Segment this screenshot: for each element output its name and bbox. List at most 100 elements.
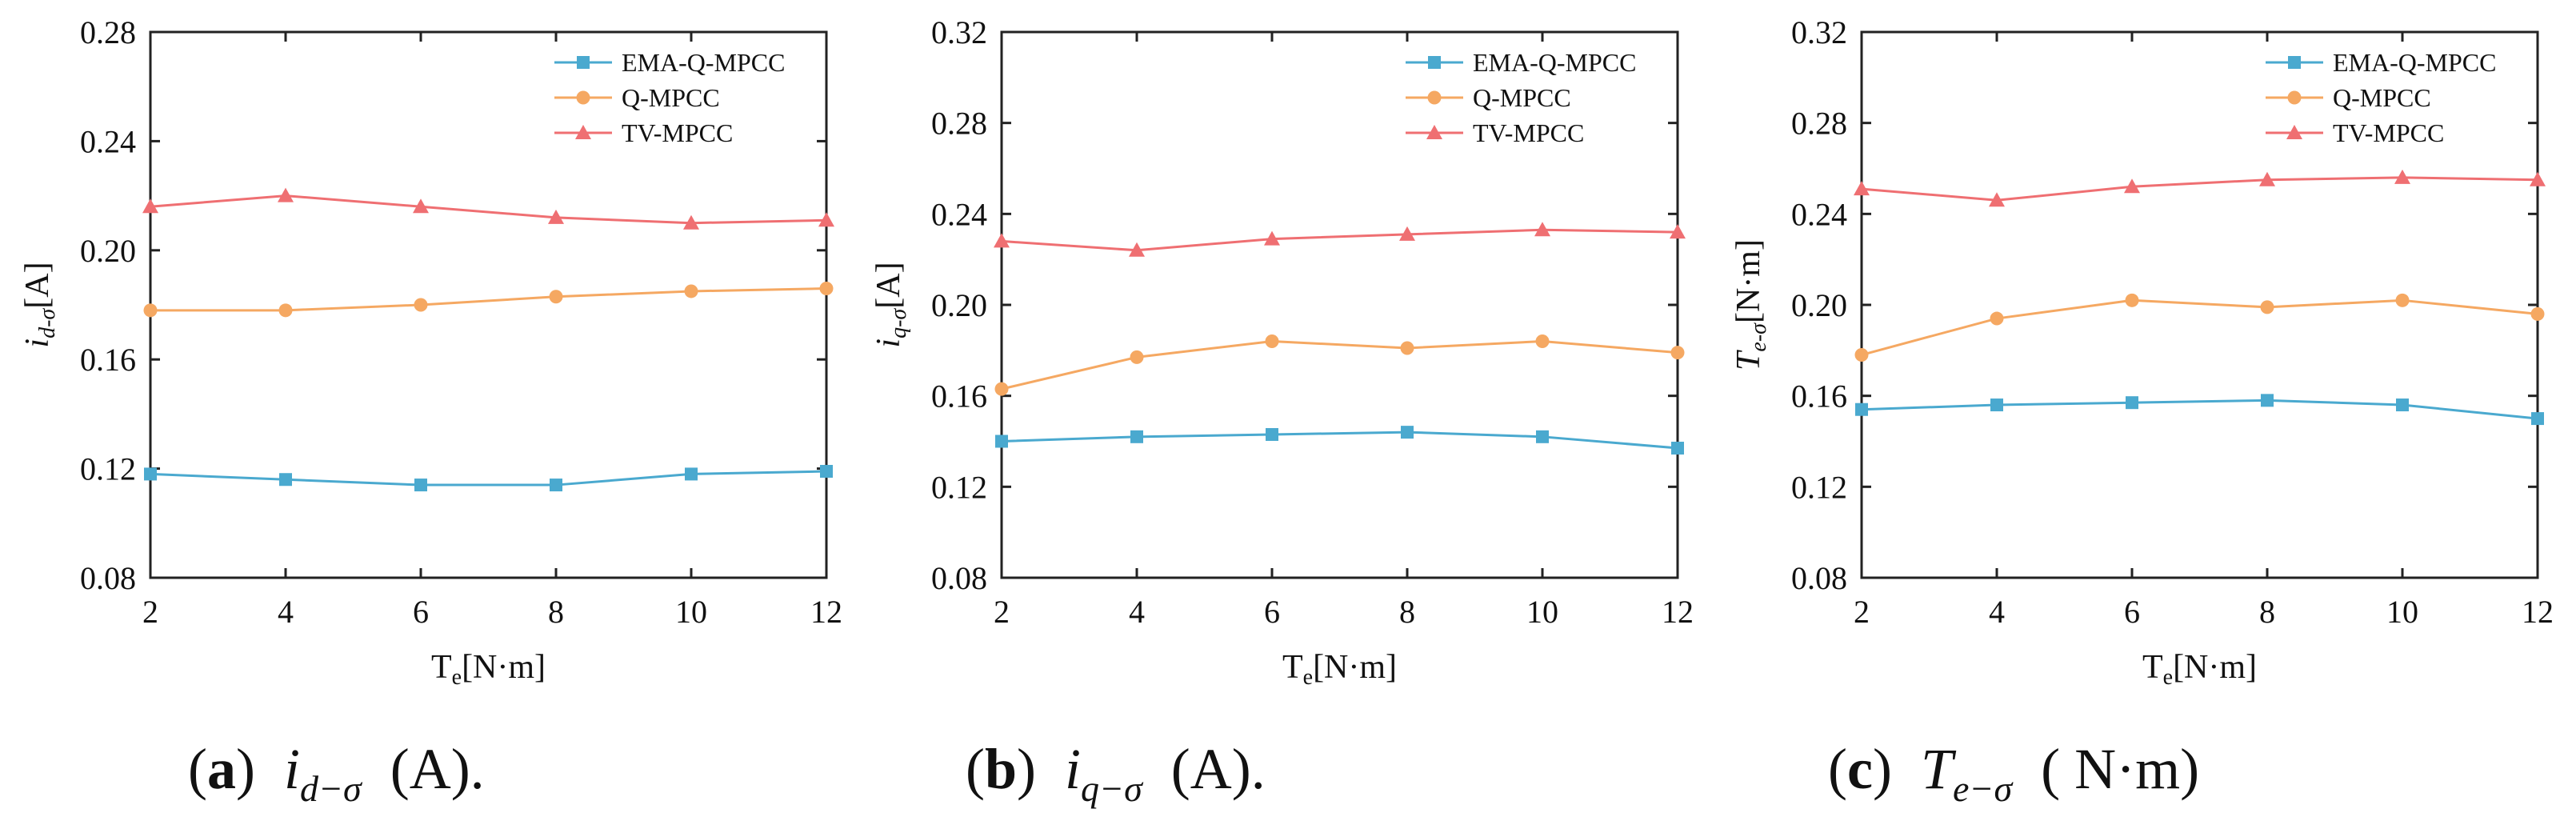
series-line — [150, 287, 827, 312]
caption-subscript: q−σ — [1081, 768, 1144, 809]
caption-letter: a — [207, 737, 236, 801]
series-q-mpcc — [994, 334, 1685, 396]
caption-unit: (A). — [390, 737, 485, 801]
data-point — [2531, 412, 2544, 426]
chart-panel-b: 0.08 0.12 0.16 0.20 0.24 0.28 0.32 2 4 6 8 10 12 Te[N… — [870, 14, 1694, 809]
x-tick-label: 4 — [278, 594, 294, 630]
data-point — [2396, 398, 2409, 412]
y-tick-label: 0.16 — [80, 342, 136, 378]
x-tick-label: 4 — [1129, 594, 1145, 630]
data-point — [142, 198, 158, 214]
y-tick-label: 0.12 — [80, 451, 136, 487]
data-point — [1990, 311, 2004, 326]
caption-paren: ) — [1017, 737, 1065, 801]
x-tick-label: 12 — [2522, 594, 2554, 630]
caption-paren: ( — [966, 737, 985, 801]
data-point — [1671, 442, 1684, 455]
series-line — [1861, 298, 2538, 356]
legend-label: TV-MPCC — [2333, 118, 2444, 147]
data-point — [820, 465, 833, 479]
legend-label: TV-MPCC — [622, 118, 733, 147]
data-point — [1990, 398, 2003, 412]
x-axis-label: Te[N·m] — [2142, 649, 2257, 690]
x-tick-label: 6 — [2124, 594, 2140, 630]
data-point — [1535, 334, 1550, 348]
x-tick-label: 8 — [2259, 594, 2275, 630]
data-point — [683, 214, 699, 230]
x-tick-label: 2 — [1854, 594, 1870, 630]
data-point — [2124, 178, 2140, 194]
y-tick-label: 0.28 — [80, 14, 136, 50]
y-tick-label: 0.28 — [1791, 106, 1847, 142]
data-point — [1129, 242, 1145, 257]
series-tv-mpcc — [994, 222, 1686, 257]
y-axis-label-sub: q-σ — [886, 308, 911, 338]
y-axis-label-main: i — [870, 338, 907, 348]
data-point — [2395, 293, 2410, 307]
x-axis-label: Te[N·m] — [1282, 649, 1397, 690]
series-line — [1001, 228, 1678, 252]
data-point — [1399, 226, 1415, 241]
data-point — [1670, 346, 1685, 360]
legend-label: EMA-Q-MPCC — [1473, 48, 1636, 77]
y-axis-label: id-σ[A] — [19, 262, 60, 347]
data-point — [1536, 430, 1549, 443]
chart-panel-c: 0.080.120.160.200.240.280.322 4 6 8 10 12Te[N… — [1730, 14, 2554, 809]
data-point — [2259, 171, 2275, 186]
y-axis-label-main: i — [19, 338, 56, 348]
data-point — [413, 198, 429, 214]
x-tick-label: 2 — [142, 594, 158, 630]
data-point — [995, 435, 1008, 448]
caption-unit: ( N·m) — [2041, 737, 2199, 801]
y-tick-label: 0.12 — [1791, 469, 1847, 505]
caption-paren: ) — [1873, 737, 1921, 801]
data-point — [549, 290, 563, 304]
legend-label: TV-MPCC — [1473, 118, 1584, 147]
y-tick-label: 0.20 — [931, 287, 987, 323]
data-point — [1130, 430, 1143, 443]
data-point — [414, 298, 428, 312]
legend-label: EMA-Q-MPCC — [2333, 48, 2496, 77]
data-point — [279, 473, 292, 487]
caption-subscript: e−σ — [1953, 768, 2014, 809]
data-point — [2530, 171, 2546, 186]
data-point — [2260, 300, 2274, 314]
data-point — [1854, 181, 1870, 196]
x-tick-label: 10 — [675, 594, 707, 630]
x-axis-label-sub: e — [2163, 665, 2173, 690]
data-point — [1130, 350, 1144, 364]
y-axis-label-unit: [A] — [19, 262, 56, 308]
x-tick-label: 6 — [413, 594, 429, 630]
caption-space — [362, 737, 390, 801]
x-tick-label: 12 — [810, 594, 842, 630]
legend-label: Q-MPCC — [2333, 83, 2431, 112]
legend: EMA-Q-MPCC Q-MPCC TV-MPCC — [1406, 48, 1636, 147]
x-axis-label-sub: e — [1303, 665, 1313, 690]
legend-marker — [577, 56, 590, 69]
x-axis-label-sub: e — [452, 665, 462, 690]
y-axis-label-unit: [A] — [870, 262, 907, 308]
panel-caption: (a) id−σ (A). — [188, 737, 485, 809]
y-tick-label: 0.32 — [1791, 14, 1847, 50]
data-point — [143, 303, 158, 318]
x-tick-label: 4 — [1989, 594, 2005, 630]
data-point — [1989, 192, 2005, 207]
x-tick-label: 10 — [1526, 594, 1558, 630]
data-point — [278, 187, 294, 202]
y-tick-label: 0.24 — [1791, 196, 1847, 232]
y-axis-label-main: T — [1730, 350, 1767, 370]
x-tick-label: 8 — [548, 594, 564, 630]
y-axis-label-sub: e-σ — [1746, 322, 1771, 352]
data-point — [1670, 224, 1686, 239]
caption-unit: (A). — [1171, 737, 1266, 801]
data-point — [2125, 293, 2139, 307]
y-tick-label: 0.08 — [931, 560, 987, 596]
legend-marker — [2287, 90, 2302, 105]
x-axis-label: Te[N·m] — [431, 649, 546, 690]
series-tv-mpcc — [142, 187, 834, 230]
series-line — [150, 194, 827, 225]
y-tick-label: 0.24 — [931, 196, 987, 232]
data-point — [1264, 230, 1280, 246]
data-point — [1854, 348, 1869, 362]
